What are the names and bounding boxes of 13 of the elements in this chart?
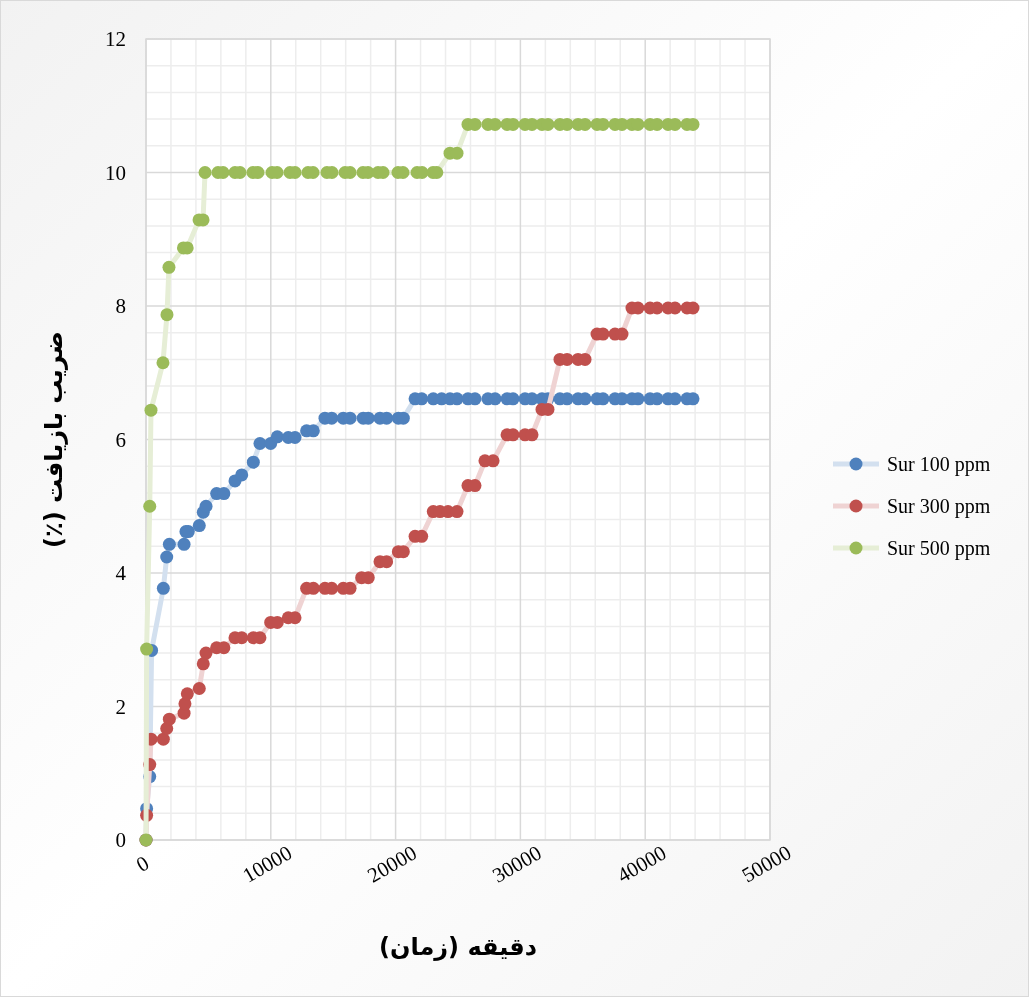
x-axis-title: دقیقه (زمان): [378, 933, 538, 961]
legend-label: Sur 500 ppm: [887, 537, 991, 560]
y-tick-label: 8: [115, 294, 126, 318]
x-tick-label: 40000: [612, 840, 671, 888]
y-tick-label: 10: [105, 160, 126, 185]
legend-label: Sur 300 ppm: [887, 495, 991, 518]
y-tick-label: 6: [115, 427, 126, 452]
legend-label: Sur 100 ppm: [887, 453, 991, 476]
x-tick-label: 10000: [238, 840, 297, 888]
y-axis-title: ضریب بازیافت (٪): [40, 331, 68, 548]
y-tick-label: 12: [105, 27, 126, 51]
y-tick-label: 2: [115, 694, 126, 719]
y-tick-label: 4: [115, 561, 127, 585]
